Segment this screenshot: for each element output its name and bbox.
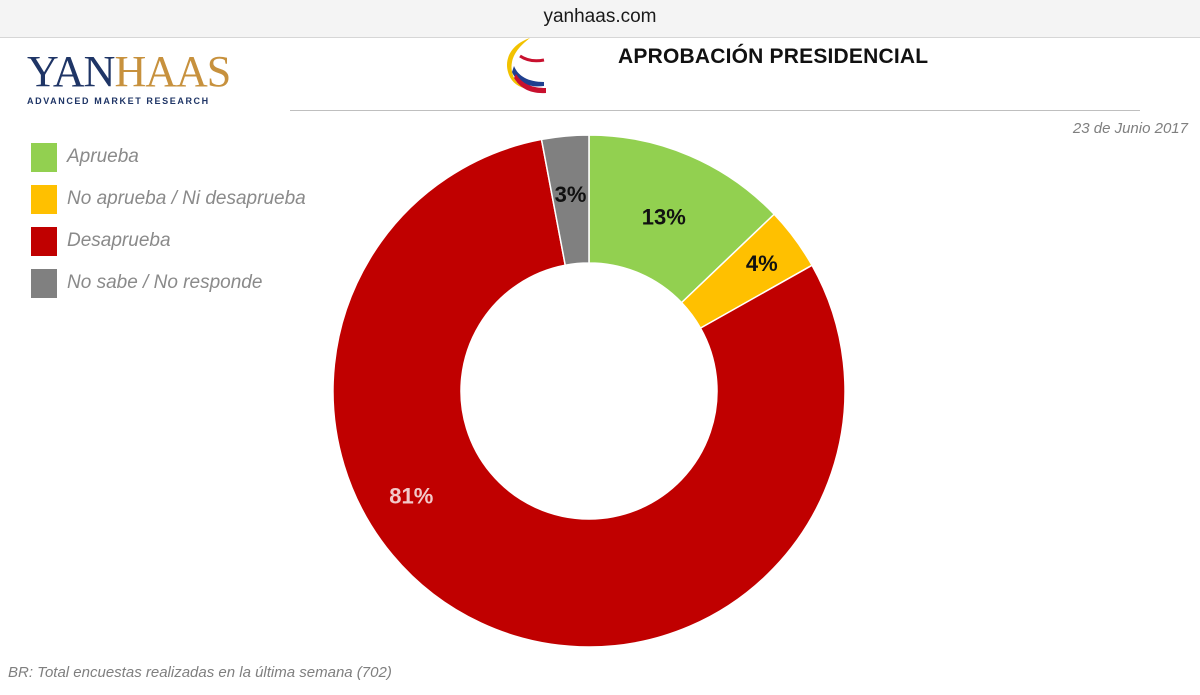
- legend-item-desaprueba: Desaprueba: [31, 220, 306, 262]
- legend-swatch-aprueba: [31, 142, 57, 172]
- page-title: APROBACIÓN PRESIDENCIAL: [618, 45, 929, 68]
- donut-slice-0: [588, 134, 776, 304]
- yanhaas-logo: YANHAAS ADVANCED MARKET RESEARCH: [27, 47, 231, 110]
- logo-wordmark-haas: HAAS: [114, 47, 231, 96]
- donut-data-label-3: 3%: [555, 182, 587, 207]
- browser-url[interactable]: yanhaas.com: [543, 6, 657, 27]
- legend-swatch-nsnr: [31, 268, 57, 298]
- browser-address-bar: yanhaas.com: [0, 0, 1200, 38]
- legend-label-aprueba: Aprueba: [67, 146, 139, 167]
- donut-slice-2: [332, 138, 846, 648]
- legend-swatch-desaprueba: [31, 226, 57, 256]
- donut-data-label-0: 13%: [642, 204, 686, 229]
- colombia-emblem-icon: [506, 38, 546, 94]
- title-divider: [290, 110, 1140, 111]
- legend-item-neutral: No aprueba / Ni desaprueba: [31, 178, 306, 220]
- legend-label-nsnr: No sabe / No responde: [67, 272, 263, 293]
- legend-label-neutral: No aprueba / Ni desaprueba: [67, 188, 306, 209]
- report-date: 23 de Junio 2017: [1072, 120, 1188, 137]
- legend-item-aprueba: Aprueba: [31, 136, 306, 178]
- footnote: BR: Total encuestas realizadas en la últ…: [8, 664, 392, 681]
- logo-tagline: ADVANCED MARKET RESEARCH: [27, 96, 210, 106]
- legend-swatch-neutral: [31, 184, 57, 214]
- chart-legend: Aprueba No aprueba / Ni desaprueba Desap…: [31, 136, 306, 304]
- logo-wordmark: YANHAAS: [27, 47, 231, 96]
- donut-slice-3: [540, 134, 590, 267]
- donut-data-label-2: 81%: [389, 483, 433, 508]
- donut-data-label-1: 4%: [746, 251, 778, 276]
- logo-wordmark-yan: YAN: [27, 47, 115, 96]
- legend-label-desaprueba: Desaprueba: [67, 230, 171, 251]
- legend-item-nsnr: No sabe / No responde: [31, 262, 306, 304]
